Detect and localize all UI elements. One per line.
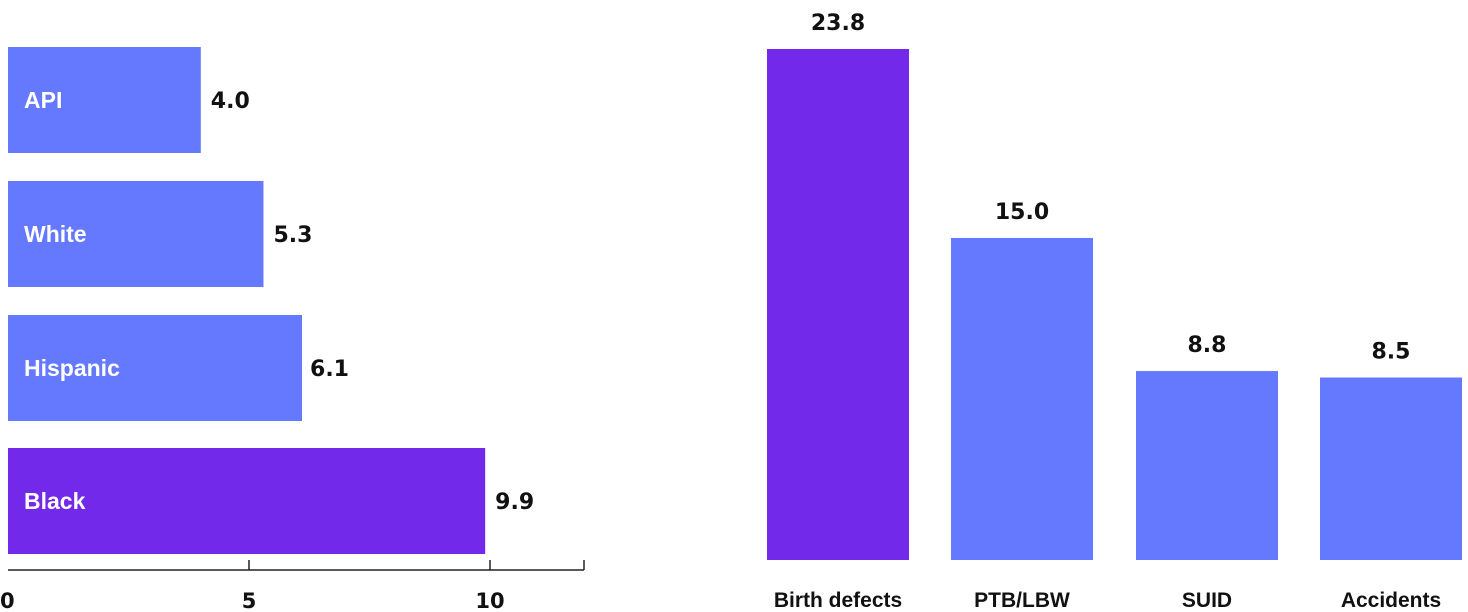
right-bar-accidents [1320, 377, 1462, 560]
right-bar-ptb-lbw [951, 237, 1093, 561]
left-bar-label-black: Black [24, 488, 86, 514]
right-bars-group: 23.8 Birth defects 15.0 PTB/LBW 8.8 SUID 8.5 Ac… [767, 11, 1462, 612]
left-bar-black [8, 448, 486, 554]
right-value-label-accidents: 8.5 [1372, 340, 1411, 365]
left-axis-group: 0 5 10 [0, 560, 585, 612]
right-bar-suid [1136, 371, 1278, 560]
x-tick-label-10: 10 [475, 589, 504, 612]
left-chart: API 4.0 White 5.3 Hispanic 6.1 Black 9.9 0 5 10 [0, 47, 585, 612]
left-bar-label-api: API [24, 87, 62, 113]
left-bars-group: API 4.0 White 5.3 Hispanic 6.1 Black 9.9 [8, 47, 534, 554]
left-bar-label-white: White [24, 221, 87, 247]
left-bar-white [8, 181, 264, 287]
left-value-label-hispanic: 6.1 [310, 357, 349, 382]
left-value-label-api: 4.0 [211, 89, 250, 114]
right-category-label-suid: SUID [1182, 589, 1232, 612]
left-bar-label-hispanic: Hispanic [24, 355, 120, 381]
right-category-label-ptb-lbw: PTB/LBW [974, 589, 1070, 612]
right-category-label-accidents: Accidents [1341, 589, 1441, 612]
right-category-label-birth-defects: Birth defects [774, 589, 902, 612]
left-bar-api [8, 47, 201, 153]
left-value-label-white: 5.3 [273, 223, 312, 248]
left-bar-hispanic [8, 315, 303, 421]
x-tick-label-5: 5 [242, 589, 257, 612]
left-value-label-black: 9.9 [495, 490, 534, 515]
right-value-label-suid: 8.8 [1188, 333, 1227, 358]
x-tick-label-0: 0 [0, 589, 15, 612]
right-value-label-ptb-lbw: 15.0 [995, 200, 1049, 225]
right-value-label-birth-defects: 23.8 [811, 11, 865, 36]
right-bar-birth-defects [767, 49, 909, 560]
